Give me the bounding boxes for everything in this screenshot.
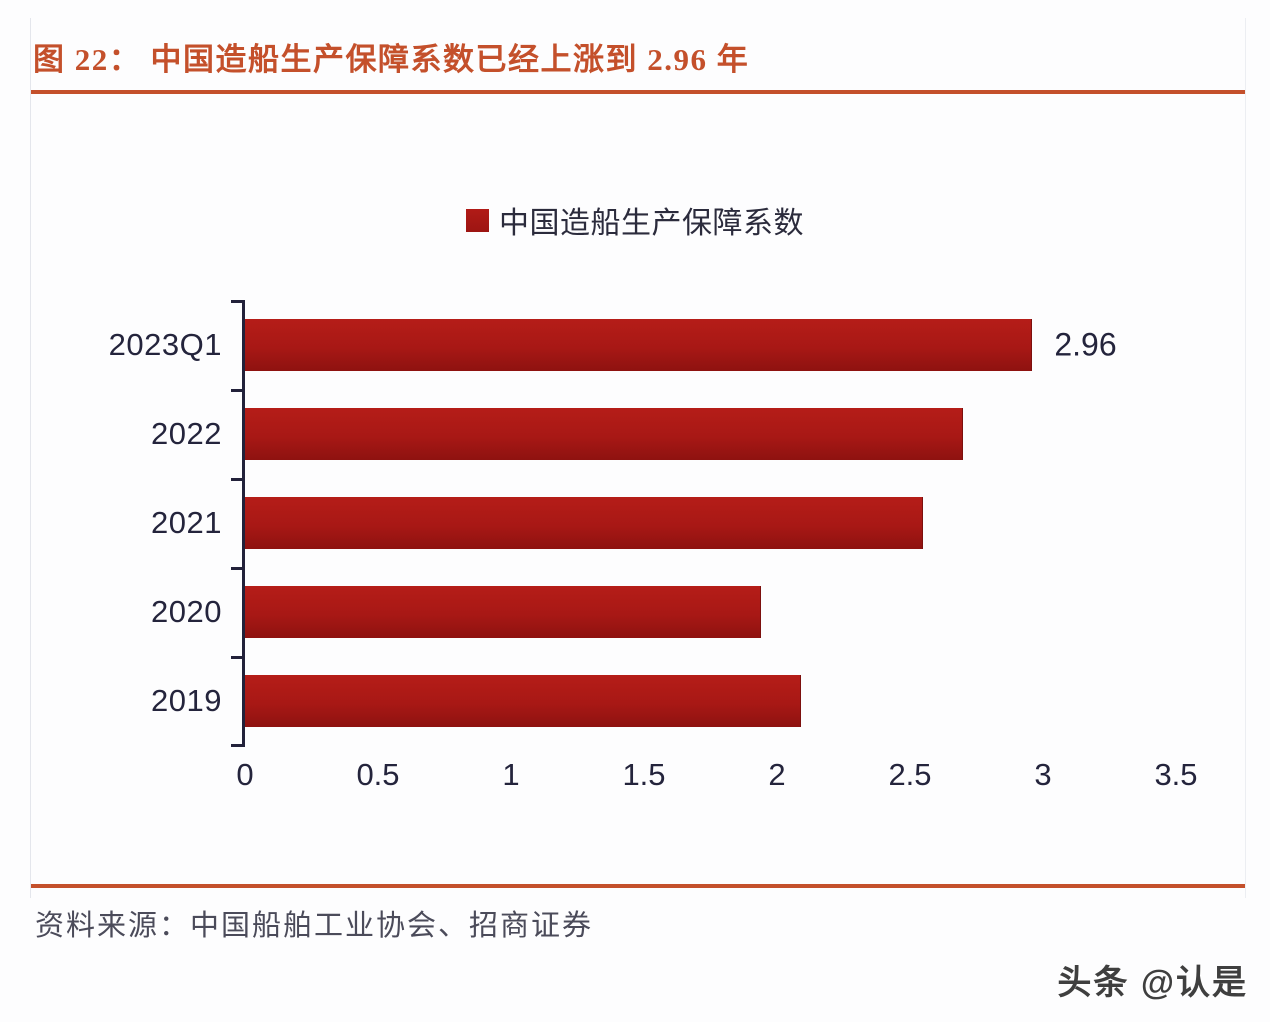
x-axis-tick-label: 2 — [768, 757, 786, 792]
chart-legend: 中国造船生产保障系数 — [0, 198, 1270, 242]
page-right-border — [1245, 18, 1246, 898]
title-divider — [31, 90, 1245, 94]
y-axis-label: 2020 — [151, 593, 222, 629]
y-axis-label: 2019 — [151, 682, 222, 718]
legend-swatch-icon — [466, 208, 489, 232]
figure-title-text: 图 22： 中国造船生产保障系数已经上涨到 2.96 年 — [33, 41, 750, 77]
footer-divider — [31, 884, 1245, 888]
source-note: 资料来源：中国船舶工业协会、招商证券 — [35, 910, 594, 942]
legend-item: 中国造船生产保障系数 — [466, 198, 804, 242]
page-left-border — [30, 18, 31, 898]
x-axis-tick-label: 3 — [1034, 757, 1052, 792]
chart-row: 2022 — [0, 389, 1270, 478]
bar[interactable] — [245, 318, 1033, 371]
bar[interactable] — [245, 585, 762, 638]
x-axis-tick-label: 1 — [502, 757, 520, 792]
x-axis-tick-label: 1.5 — [622, 757, 666, 792]
chart-row: 2019 — [0, 656, 1270, 745]
y-axis-tick — [231, 389, 244, 392]
x-axis-tick-label: 3.5 — [1154, 757, 1198, 792]
bar[interactable] — [245, 407, 964, 460]
y-axis-line — [242, 300, 245, 747]
bar[interactable] — [245, 674, 801, 727]
legend-item-label: 中国造船生产保障系数 — [499, 207, 804, 240]
y-axis-tick — [231, 478, 244, 481]
y-axis-cap-top — [231, 300, 244, 303]
x-axis-tick-label: 0 — [236, 757, 254, 792]
chart-row: 2023Q1 2.96 — [0, 300, 1270, 389]
x-axis-tick-label: 0.5 — [356, 757, 400, 792]
y-axis-label: 2023Q1 — [108, 326, 222, 362]
bar[interactable] — [245, 496, 924, 549]
y-axis-tick — [231, 656, 244, 659]
figure-title: 图 22： 中国造船生产保障系数已经上涨到 2.96 年 — [33, 30, 1243, 82]
y-axis-label: 2022 — [151, 415, 222, 451]
bar-data-label: 2.96 — [1054, 326, 1117, 362]
y-axis-label: 2021 — [151, 504, 222, 540]
y-axis-cap-bottom — [231, 744, 244, 747]
x-axis: 0 0.5 1 1.5 2 2.5 3 3.5 — [0, 757, 1270, 803]
y-axis-tick — [231, 567, 244, 570]
x-axis-tick-label: 2.5 — [888, 757, 932, 792]
chart-row: 2020 — [0, 567, 1270, 656]
chart-row: 2021 — [0, 478, 1270, 567]
watermark-label: 头条 @认是 — [1057, 964, 1248, 1002]
